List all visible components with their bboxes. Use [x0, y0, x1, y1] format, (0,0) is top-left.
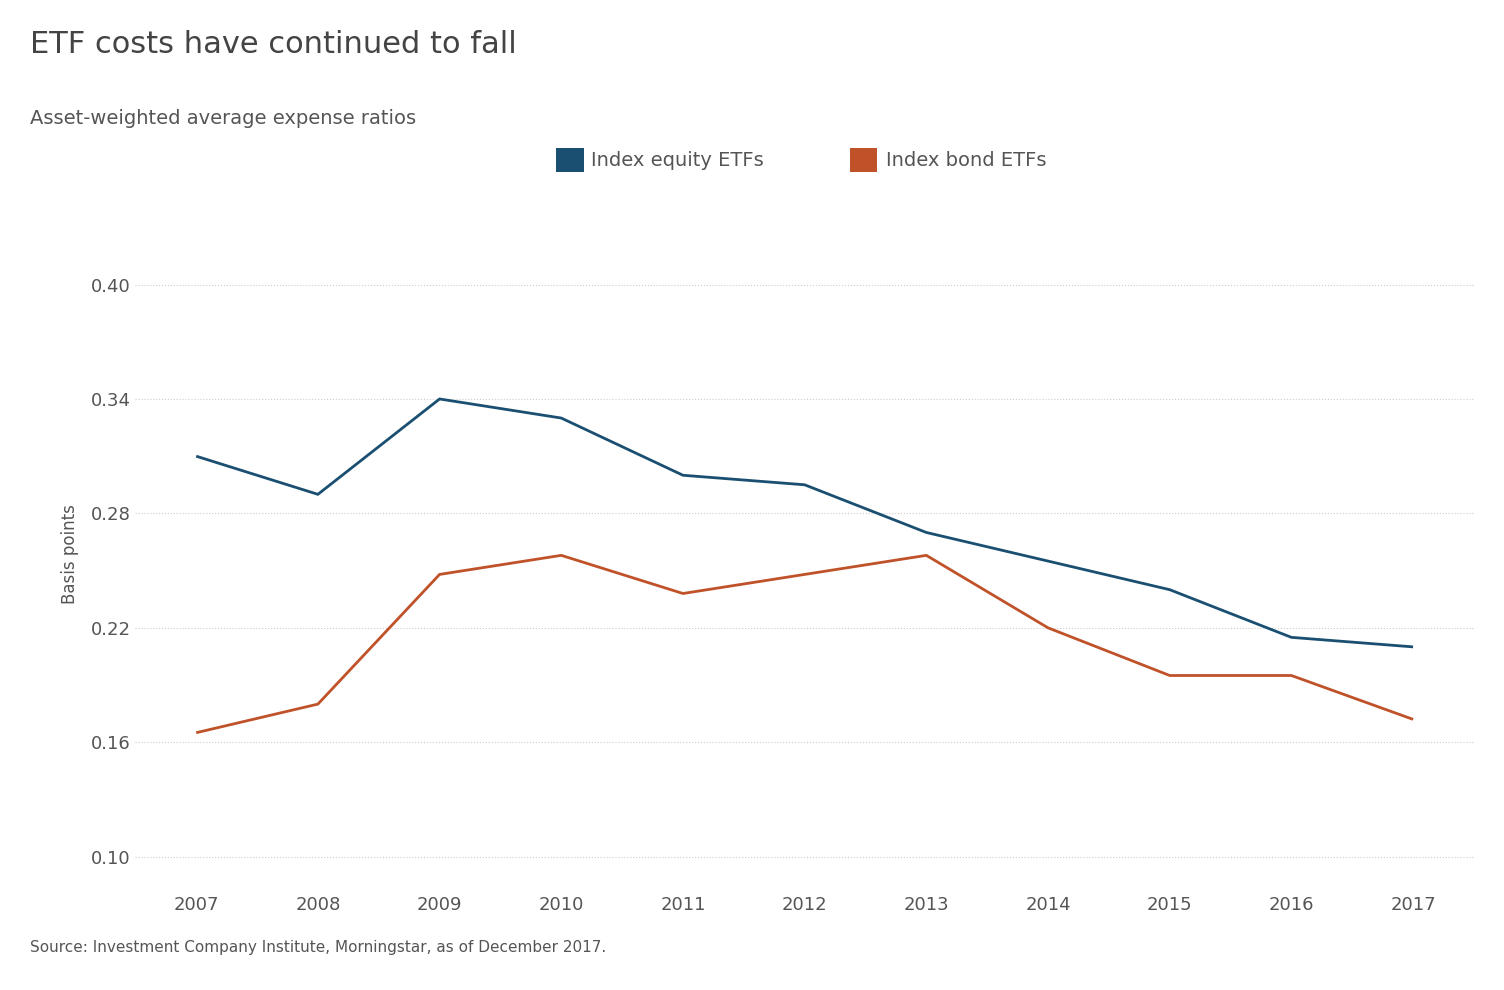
Text: Source: Investment Company Institute, Morningstar, as of December 2017.: Source: Investment Company Institute, Mo… — [30, 940, 606, 955]
Text: Index bond ETFs: Index bond ETFs — [886, 150, 1047, 170]
Text: Index equity ETFs: Index equity ETFs — [591, 150, 764, 170]
Text: Asset-weighted average expense ratios: Asset-weighted average expense ratios — [30, 109, 417, 128]
Y-axis label: Basis points: Basis points — [62, 505, 80, 604]
Text: ETF costs have continued to fall: ETF costs have continued to fall — [30, 30, 517, 58]
